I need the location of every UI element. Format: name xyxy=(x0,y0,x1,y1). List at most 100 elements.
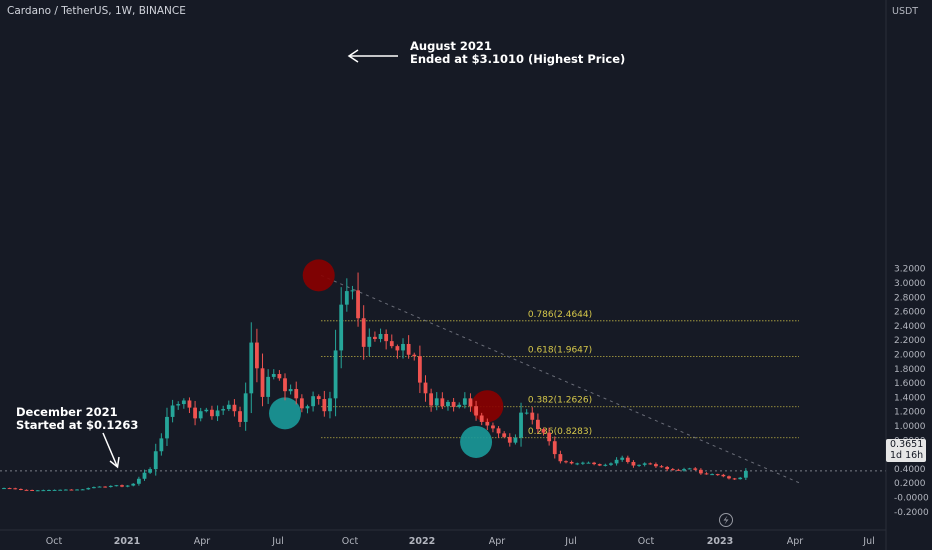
start-annotation: December 2021 Started at $0.1263 xyxy=(16,406,138,432)
candle-body xyxy=(92,487,96,489)
candle-body xyxy=(198,411,203,419)
candle-body xyxy=(283,378,287,392)
candle-body xyxy=(485,421,490,426)
peak-annotation-line2: Ended at $3.1010 (Highest Price) xyxy=(410,52,626,66)
candle-body xyxy=(654,464,658,467)
candle-body xyxy=(243,393,248,422)
start-arrow xyxy=(102,432,118,467)
candle-body xyxy=(260,368,265,397)
candle-body xyxy=(547,432,552,442)
candle-body xyxy=(710,474,715,476)
candle-body xyxy=(232,404,237,412)
candle-body xyxy=(715,474,720,476)
y-tick-label: 2.6000 xyxy=(894,308,926,318)
start-annotation-line2: Started at $0.1263 xyxy=(16,418,139,432)
trend-line[interactable] xyxy=(320,274,800,484)
candle-body xyxy=(479,415,484,422)
x-tick-label: Oct xyxy=(342,536,359,547)
current-price-countdown: 1d 16h xyxy=(890,450,924,461)
candle-body xyxy=(181,400,186,405)
y-tick-label: 2.0000 xyxy=(894,351,926,361)
candle-body xyxy=(620,457,625,460)
candle-body xyxy=(125,485,130,487)
candle-body xyxy=(159,438,164,452)
candle-body xyxy=(648,463,653,465)
y-tick-label: 3.2000 xyxy=(894,265,926,275)
candle-body xyxy=(693,468,698,470)
markers xyxy=(269,259,504,458)
candle-body xyxy=(24,489,29,491)
price-axis[interactable]: -0.2000-0.00000.20000.40000.60000.80001.… xyxy=(894,265,929,518)
candle-body xyxy=(727,476,731,479)
candle-body xyxy=(519,412,523,438)
candle-body xyxy=(698,469,703,474)
lightning-icon[interactable] xyxy=(719,513,733,527)
candle-body xyxy=(86,488,91,490)
candle-body xyxy=(625,457,630,462)
candle-body xyxy=(592,462,596,465)
x-tick-label: 2023 xyxy=(707,536,733,547)
candle-body xyxy=(558,454,563,462)
candle-body xyxy=(131,483,136,486)
candle-body xyxy=(328,398,332,412)
candles xyxy=(2,272,748,492)
candle-body xyxy=(204,409,209,412)
candle-body xyxy=(165,416,169,439)
y-tick-label: 2.4000 xyxy=(894,322,926,332)
y-tick-label: -0.0000 xyxy=(894,494,929,504)
candle-body xyxy=(434,398,439,406)
current-price-value: 0.3651 xyxy=(890,439,924,450)
candle-body xyxy=(288,389,293,392)
candle-body xyxy=(536,419,540,430)
candle-body xyxy=(41,490,46,492)
start-arrowhead xyxy=(109,456,120,469)
candle-body xyxy=(446,401,450,407)
y-tick-label: 0.4000 xyxy=(894,465,926,475)
candle-body xyxy=(367,336,372,347)
candle-body xyxy=(108,485,113,487)
fibonacci-retracement[interactable]: 0.786(2.4644) 0.618(1.9647) 0.382(1.2626) 0… xyxy=(321,310,799,439)
candle-body xyxy=(670,469,675,471)
fib-level-label: 0.786(2.4644) xyxy=(528,310,592,320)
candle-body xyxy=(136,478,141,484)
candle-body xyxy=(389,341,394,347)
x-tick-label: Apr xyxy=(194,536,211,547)
candle-body xyxy=(496,428,501,434)
highlight-marker xyxy=(302,259,335,292)
highlight-marker xyxy=(460,425,493,458)
candle-body xyxy=(732,478,737,480)
candle-body xyxy=(586,462,591,464)
annotation-arrows xyxy=(102,49,398,469)
candle-body xyxy=(721,474,726,477)
candle-body xyxy=(417,356,422,383)
x-tick-label: Apr xyxy=(489,536,506,547)
candle-body xyxy=(299,398,304,409)
candle-body xyxy=(142,472,147,479)
y-tick-label: 1.4000 xyxy=(894,393,926,403)
time-axis[interactable]: Oct 2021 Apr Jul Oct 2022 Apr Jul Oct 2023 Apr Jul xyxy=(46,536,875,547)
candle-body xyxy=(277,374,282,379)
candle-body xyxy=(120,485,124,487)
candle-body xyxy=(738,477,743,480)
candle-body xyxy=(193,407,197,419)
candle-body xyxy=(221,409,226,411)
candle-body xyxy=(406,343,411,355)
candle-body xyxy=(249,342,254,394)
candle-body xyxy=(513,437,518,443)
candle-body xyxy=(47,489,51,491)
candle-body xyxy=(491,425,495,429)
candle-body xyxy=(412,354,417,357)
candle-body xyxy=(103,486,108,488)
y-tick-label: 1.8000 xyxy=(894,365,926,375)
x-tick-label: Oct xyxy=(638,536,655,547)
candle-body xyxy=(704,473,709,475)
candle-body xyxy=(614,459,619,464)
candle-body xyxy=(339,304,344,351)
peak-annotation: August 2021 Ended at $3.1010 (Highest Pr… xyxy=(410,40,625,66)
candle-body xyxy=(266,376,271,397)
candle-body xyxy=(210,409,214,417)
candle-body xyxy=(35,490,40,492)
y-tick-label: -0.2000 xyxy=(894,508,929,518)
candle-body xyxy=(18,488,23,490)
